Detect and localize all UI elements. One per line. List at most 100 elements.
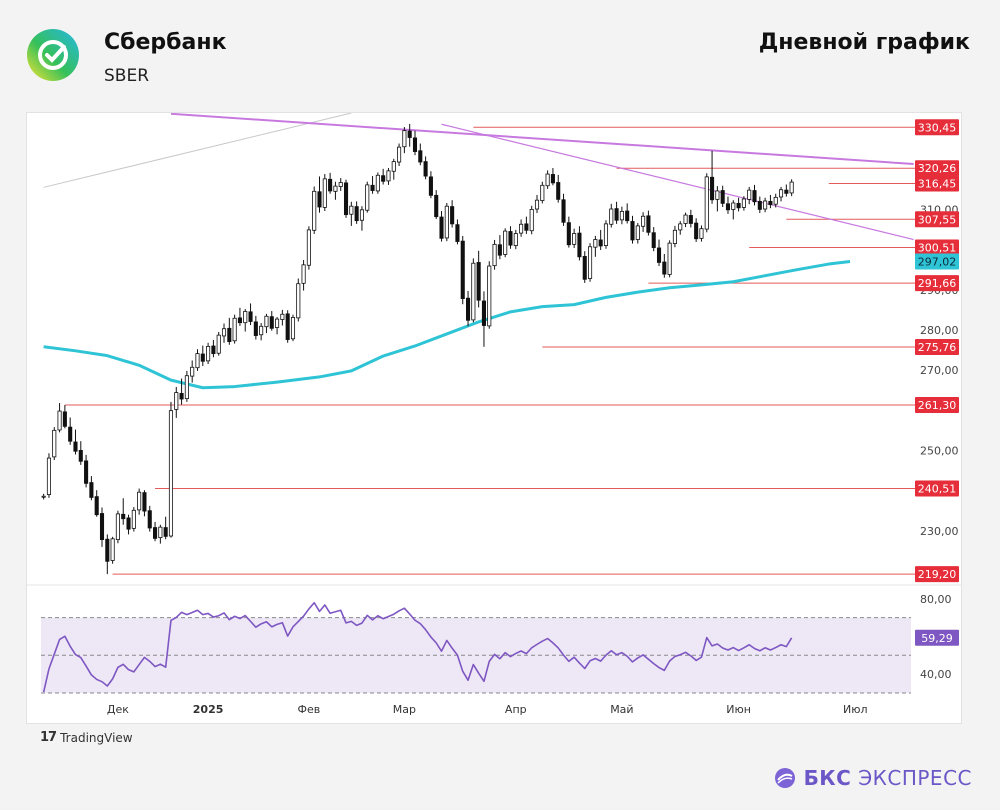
candle-body bbox=[78, 450, 83, 462]
time-tick-label: Апр bbox=[505, 703, 527, 716]
candle-body bbox=[46, 457, 52, 496]
candle-body bbox=[450, 206, 455, 225]
candle-body bbox=[158, 526, 163, 539]
price-chart[interactable]: 310,00290,00280,00270,00250,00230,00330,… bbox=[27, 113, 961, 723]
candle-body bbox=[110, 538, 115, 561]
candle-body bbox=[306, 229, 311, 266]
candle-body bbox=[752, 190, 757, 203]
candle-body bbox=[137, 491, 142, 511]
price-tick-label: 280,00 bbox=[920, 324, 959, 337]
moving-average-line bbox=[43, 260, 851, 390]
price-tick-label: 250,00 bbox=[920, 444, 959, 457]
candle-body bbox=[365, 184, 370, 211]
candle-body bbox=[476, 262, 481, 301]
candle-body bbox=[190, 366, 195, 377]
candle-body bbox=[84, 460, 89, 484]
level-tag: 320,26 bbox=[918, 162, 957, 175]
candle-body bbox=[248, 311, 253, 322]
level-tag-box bbox=[915, 160, 959, 177]
candle-body bbox=[704, 176, 709, 230]
candle-body bbox=[550, 174, 555, 184]
level-tag-box bbox=[915, 566, 959, 583]
candle-body bbox=[672, 229, 677, 244]
candle-body bbox=[99, 513, 105, 541]
level-tag: 275,76 bbox=[918, 341, 957, 354]
candle-body bbox=[163, 527, 168, 537]
time-tick-label: Июн bbox=[726, 703, 751, 716]
candle-body bbox=[688, 215, 693, 224]
candle-body bbox=[105, 538, 110, 562]
candle-body bbox=[412, 137, 418, 152]
candle-body bbox=[232, 317, 237, 342]
candle-body bbox=[556, 182, 561, 200]
candle-body bbox=[121, 513, 126, 520]
brand-bold: БКС bbox=[803, 766, 852, 790]
candle-body bbox=[593, 239, 598, 248]
candle-body bbox=[503, 230, 508, 255]
candle-body bbox=[131, 509, 136, 529]
candle-body bbox=[52, 429, 57, 458]
level-tag-box bbox=[915, 338, 959, 355]
candle-body bbox=[41, 495, 46, 498]
rsi-value-tag: 59,29 bbox=[921, 632, 953, 645]
candle-body bbox=[460, 240, 465, 299]
candle-body bbox=[317, 191, 322, 208]
candle-body bbox=[322, 178, 327, 208]
candle-body bbox=[126, 517, 131, 530]
time-tick-label: Май bbox=[610, 703, 633, 716]
time-tick-label: Июл bbox=[843, 703, 868, 716]
candle-body bbox=[391, 161, 396, 172]
candle-body bbox=[492, 243, 497, 267]
candle-body bbox=[614, 208, 619, 221]
candle-body bbox=[455, 224, 460, 242]
candle-body bbox=[588, 246, 593, 279]
candle-body bbox=[264, 315, 269, 328]
candle-body bbox=[534, 199, 540, 210]
candle-body bbox=[359, 209, 364, 221]
candle-body bbox=[296, 283, 301, 319]
candle-body bbox=[94, 496, 99, 516]
level-tag: 261,30 bbox=[918, 399, 957, 412]
company-name: Сбербанк bbox=[104, 30, 227, 55]
candle-body bbox=[598, 239, 603, 247]
candle-body bbox=[280, 313, 285, 320]
candle-body bbox=[259, 325, 264, 336]
level-tag-box bbox=[915, 239, 959, 256]
candle-body bbox=[778, 189, 784, 198]
candle-body bbox=[683, 214, 688, 224]
candle-body bbox=[200, 353, 205, 362]
candle-body bbox=[465, 297, 471, 321]
time-tick-label: Мар bbox=[393, 703, 416, 716]
time-tick-label: Фев bbox=[298, 703, 321, 716]
level-tag-box bbox=[915, 275, 959, 292]
tradingview-logo-icon: 17 bbox=[40, 730, 57, 745]
candle-body bbox=[301, 264, 306, 284]
candle-body bbox=[168, 410, 174, 537]
candle-body bbox=[747, 189, 752, 200]
level-tag-box bbox=[915, 119, 959, 136]
candle-body bbox=[651, 232, 656, 248]
candle-body bbox=[694, 222, 699, 240]
candle-body bbox=[142, 492, 147, 512]
candle-body bbox=[397, 146, 402, 163]
rsi-value-tag-box bbox=[915, 629, 959, 646]
candle-body bbox=[115, 513, 120, 541]
candle-body bbox=[773, 196, 778, 205]
candle-body bbox=[519, 223, 524, 234]
level-tag-box bbox=[915, 211, 959, 228]
level-tag: 330,45 bbox=[918, 121, 957, 134]
candle-body bbox=[619, 211, 624, 221]
candle-body bbox=[736, 202, 741, 209]
level-tag: 291,66 bbox=[918, 277, 957, 290]
candle-body bbox=[89, 482, 94, 498]
candle-body bbox=[407, 130, 412, 138]
candle-body bbox=[206, 345, 211, 362]
candle-body bbox=[195, 353, 200, 369]
bks-logo-icon bbox=[774, 768, 795, 788]
candle-body bbox=[402, 130, 407, 148]
candle-body bbox=[763, 200, 768, 210]
candle-body bbox=[253, 321, 258, 336]
candle-body bbox=[62, 411, 67, 427]
sber-logo-icon bbox=[27, 29, 79, 81]
candle-body bbox=[444, 205, 449, 239]
